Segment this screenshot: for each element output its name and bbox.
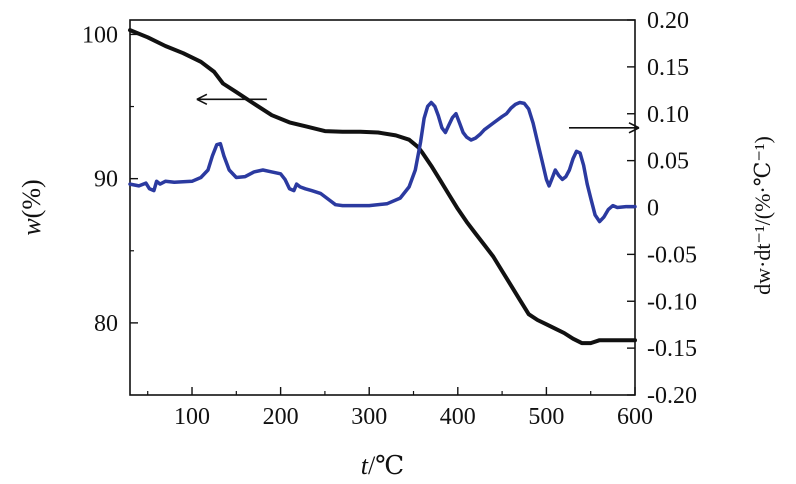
annotation-layer: [196, 93, 640, 134]
x-tick-label: 400: [440, 404, 476, 430]
right-tick-label: 0.05: [647, 149, 689, 175]
x-tick-label: 100: [174, 404, 210, 430]
x-axis-label-unit: /℃: [368, 451, 404, 480]
x-axis-label-symbol: t: [361, 451, 369, 480]
right-tick-label: -0.10: [647, 289, 697, 315]
right-tick-label: 0.15: [647, 55, 689, 81]
right-y-axis-label: dw·dt⁻¹/(%·℃⁻¹): [750, 136, 775, 295]
left-tick-label: 90: [94, 167, 118, 193]
right-tick-label: -0.05: [647, 242, 697, 268]
left-axis-ticks: 80 90 100: [82, 22, 138, 337]
right-tick-label: 0: [647, 196, 659, 222]
right-tick-label: -0.20: [647, 383, 697, 409]
right-tick-label: 0.10: [647, 102, 689, 128]
left-y-axis-label-unit: (%): [17, 179, 46, 218]
left-y-axis-label-symbol: w: [17, 218, 46, 236]
right-axis-arrow-head: [628, 122, 640, 134]
x-tick-label: 600: [617, 404, 653, 430]
right-tick-label: -0.15: [647, 336, 697, 362]
left-axis-arrow-head: [196, 93, 208, 106]
left-tick-label: 100: [82, 22, 118, 48]
plot-frame: [129, 19, 636, 396]
x-axis-label: t/℃: [361, 451, 405, 480]
x-tick-label: 200: [263, 404, 299, 430]
x-axis-ticks: 100 200 300 400 500 600: [147, 387, 653, 430]
right-tick-label: 0.20: [647, 8, 689, 34]
right-axis-ticks: 0.20 0.15 0.10 0.05 0 -0.05 -0.10 -0.15 -0.20: [627, 8, 697, 409]
left-tick-label: 80: [94, 311, 118, 337]
left-y-axis-label: w(%): [17, 179, 46, 235]
mass-loss-curve: [128, 28, 637, 346]
x-tick-label: 300: [351, 404, 387, 430]
x-tick-label: 500: [528, 404, 564, 430]
derivative-curve: [128, 100, 637, 224]
series-layer: [128, 28, 637, 346]
